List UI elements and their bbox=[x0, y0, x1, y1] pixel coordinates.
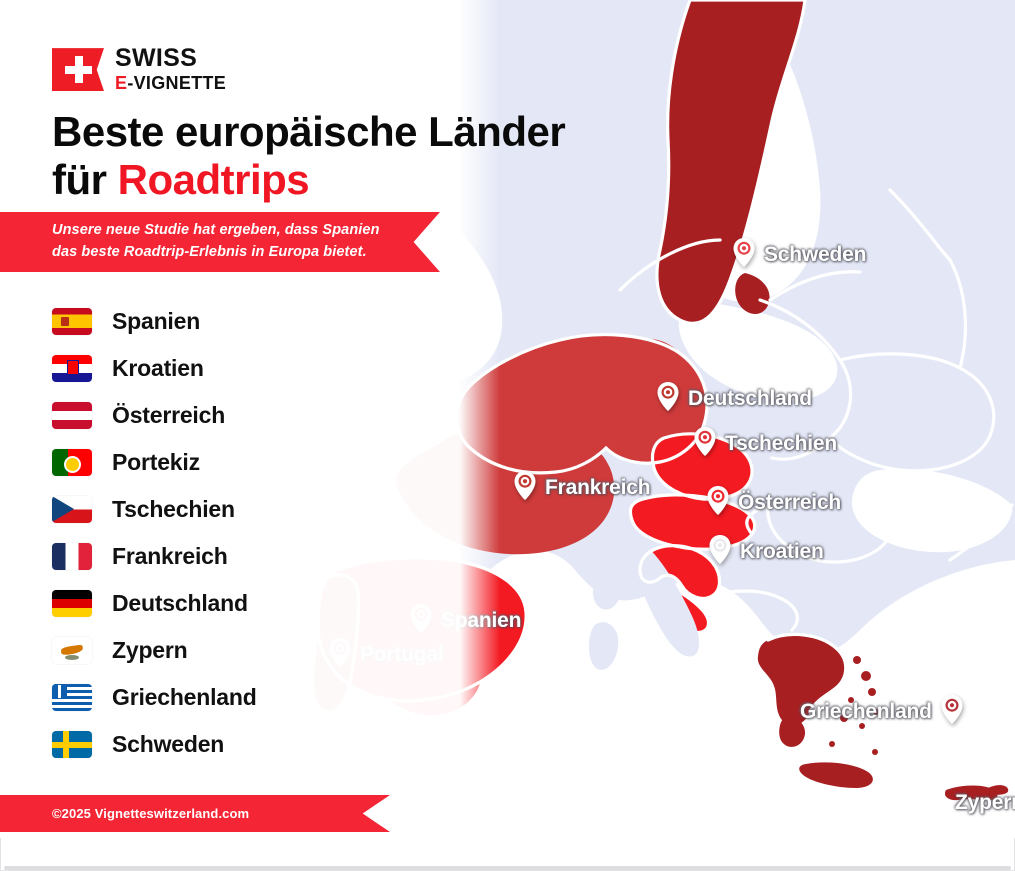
flag-germany-icon bbox=[52, 590, 92, 617]
title-line-2-plain: für bbox=[52, 155, 118, 203]
brand-e: E bbox=[115, 72, 128, 93]
brand-name-swiss: SWISS bbox=[115, 44, 198, 72]
country-czechia bbox=[652, 433, 752, 500]
list-item[interactable]: Schweden bbox=[52, 721, 257, 768]
flag-portugal-icon bbox=[52, 449, 92, 476]
country-label: Spanien bbox=[112, 308, 201, 334]
flag-greece-icon bbox=[52, 684, 92, 711]
country-croatia bbox=[640, 545, 720, 599]
list-item[interactable]: Zypern bbox=[52, 627, 257, 674]
swiss-flag-icon bbox=[52, 48, 104, 92]
flag-croatia-icon bbox=[52, 355, 92, 382]
canvas-shadow bbox=[4, 866, 1011, 870]
subtitle-ribbon: Unsere neue Studie hat ergeben, dass Spa… bbox=[0, 212, 440, 272]
page-title: Beste europäische Länder für Roadtrips bbox=[52, 108, 692, 204]
country-greece bbox=[757, 634, 846, 726]
list-item[interactable]: Griechenland bbox=[52, 674, 257, 721]
list-item[interactable]: Deutschland bbox=[52, 580, 257, 627]
country-label: Griechenland bbox=[112, 684, 257, 710]
flag-czechia-icon bbox=[52, 496, 92, 523]
brand-vignette: -VIGNETTE bbox=[127, 72, 227, 93]
flag-spain-icon bbox=[52, 308, 92, 335]
brand-logo[interactable]: SWISS E-VIGNETTE bbox=[52, 44, 227, 94]
list-item[interactable]: Spanien bbox=[52, 298, 257, 345]
country-label: Tschechien bbox=[112, 496, 235, 522]
flag-sweden-icon bbox=[52, 731, 92, 758]
country-label: Frankreich bbox=[112, 543, 228, 569]
flag-cyprus-icon bbox=[52, 637, 92, 664]
copyright-text: ©2025 Vignetteswitzerland.com bbox=[52, 806, 250, 821]
country-label: Deutschland bbox=[112, 590, 248, 616]
list-item[interactable]: Österreich bbox=[52, 392, 257, 439]
country-label: Portekiz bbox=[112, 449, 200, 475]
list-item[interactable]: Kroatien bbox=[52, 345, 257, 392]
list-item[interactable]: Tschechien bbox=[52, 486, 257, 533]
country-cyprus bbox=[944, 785, 998, 801]
subtitle-text: Unsere neue Studie hat ergeben, dass Spa… bbox=[52, 222, 380, 260]
ranking-list: Spanien Kroatien Österreich Portekiz Tsc… bbox=[52, 298, 257, 768]
country-label: Österreich bbox=[112, 402, 226, 428]
footer-ribbon: ©2025 Vignetteswitzerland.com bbox=[0, 795, 390, 832]
country-label: Zypern bbox=[112, 637, 188, 663]
canvas-bottom-strip bbox=[0, 838, 1015, 871]
title-line-2-accent: Roadtrips bbox=[117, 155, 310, 203]
brand-wordmark: SWISS E-VIGNETTE bbox=[115, 44, 227, 94]
list-item[interactable]: Portekiz bbox=[52, 439, 257, 486]
country-label: Kroatien bbox=[112, 355, 204, 381]
panel-fade-edge bbox=[460, 0, 500, 838]
country-label: Schweden bbox=[112, 731, 225, 757]
flag-france-icon bbox=[52, 543, 92, 570]
flag-austria-icon bbox=[52, 402, 92, 429]
title-line-1: Beste europäische Länder bbox=[52, 108, 566, 155]
brand-name-evignette: E-VIGNETTE bbox=[115, 72, 227, 94]
list-item[interactable]: Frankreich bbox=[52, 533, 257, 580]
